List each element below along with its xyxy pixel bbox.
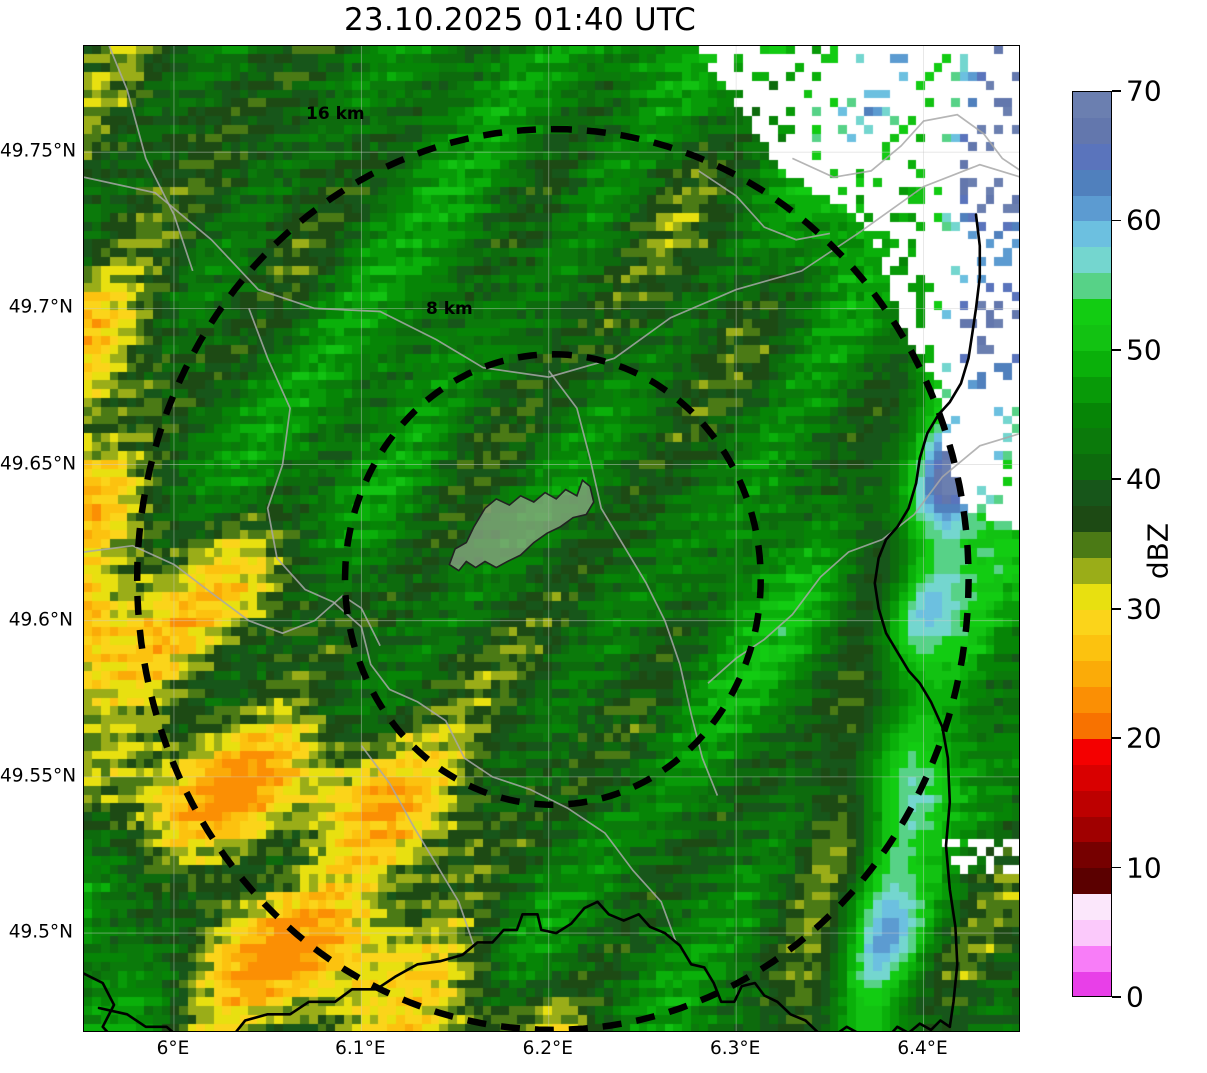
colorbar-tick (1112, 607, 1121, 610)
colorbar-band (1073, 299, 1111, 325)
colorbar-band (1073, 713, 1111, 739)
colorbar-tick-label: 50 (1126, 333, 1162, 367)
range-ring-8km (341, 351, 764, 808)
colorbar-band (1073, 557, 1111, 584)
colorbar-band (1073, 454, 1111, 481)
colorbar-tick-label: 0 (1126, 980, 1144, 1014)
radar-reflectivity-field (84, 46, 1019, 1031)
colorbar-title: dBZ (1141, 522, 1175, 580)
colorbar-band (1073, 635, 1111, 662)
range-ring-label-16km: 16 km (306, 104, 365, 124)
colorbar-band (1073, 661, 1111, 688)
colorbar-band (1073, 687, 1111, 713)
colorbar-band (1073, 945, 1111, 972)
latitude-tick-label: 49.75°N (0, 140, 77, 162)
range-ring-label-8km: 8 km (426, 299, 473, 319)
colorbar-band (1073, 143, 1111, 170)
colorbar-band (1073, 920, 1111, 946)
colorbar-band (1073, 92, 1111, 118)
colorbar-band (1073, 868, 1111, 895)
colorbar-band (1073, 531, 1111, 558)
latitude-tick-label: 49.5°N (8, 921, 73, 943)
colorbar-tick (1112, 737, 1121, 739)
latitude-tick-label: 49.6°N (8, 609, 73, 631)
longitude-tick-label: 6.3°E (709, 1038, 761, 1059)
latitude-tick-label: 49.55°N (0, 765, 77, 787)
colorbar-band (1073, 506, 1111, 532)
colorbar-band (1073, 842, 1111, 869)
range-ring-16km (133, 125, 972, 1031)
colorbar-band (1073, 894, 1111, 920)
colorbar-band (1073, 169, 1111, 196)
colorbar-tick-label: 30 (1126, 592, 1162, 626)
colorbar-band (1073, 117, 1111, 144)
colorbar-tick-label: 70 (1126, 74, 1162, 108)
colorbar-band (1073, 816, 1111, 843)
colorbar-tick (1112, 996, 1121, 998)
longitude-tick-label: 6.4°E (897, 1038, 948, 1059)
colorbar-band (1073, 609, 1111, 636)
colorbar-tick-label: 60 (1126, 203, 1162, 237)
page-title: 23.10.2025 01:40 UTC (344, 2, 696, 38)
colorbar-band (1073, 247, 1111, 274)
colorbar-band (1073, 583, 1111, 610)
colorbar-band (1073, 402, 1111, 429)
colorbar-band (1073, 480, 1111, 506)
colorbar-band (1073, 790, 1111, 817)
colorbar-tick-label: 40 (1126, 462, 1162, 496)
colorbar-band (1073, 273, 1111, 299)
colorbar-band (1073, 324, 1111, 351)
latitude-tick-label: 49.7°N (8, 296, 73, 318)
longitude-tick-label: 6.1°E (335, 1038, 386, 1059)
colorbar-band (1073, 195, 1111, 222)
colorbar-tick (1112, 866, 1121, 869)
colorbar-band (1073, 376, 1111, 403)
colorbar-tick (1112, 90, 1121, 92)
colorbar[interactable]: 0 10 20 30 40 50 60 70 (1072, 75, 1162, 1014)
longitude-tick-label: 6°E (156, 1038, 190, 1059)
colorbar-tick (1112, 478, 1121, 481)
gridlines (84, 46, 1019, 1031)
colorbar-gradient (1072, 91, 1112, 997)
colorbar-band (1073, 221, 1111, 248)
colorbar-band (1073, 738, 1111, 765)
colorbar-tick (1112, 349, 1121, 351)
colorbar-band (1073, 764, 1111, 791)
river-network (84, 46, 1019, 946)
colorbar-band (1073, 428, 1111, 455)
map-overlay-layer (84, 46, 1019, 1031)
colorbar-tick (1112, 219, 1121, 222)
colorbar-band (1073, 350, 1111, 377)
lake-polygon (448, 478, 595, 572)
colorbar-tick-label: 20 (1126, 721, 1162, 755)
colorbar-tick-label: 10 (1126, 851, 1162, 885)
colorbar-band (1073, 971, 1111, 996)
latitude-tick-label: 49.65°N (0, 453, 77, 475)
country-border (84, 213, 982, 1031)
longitude-tick-label: 6.2°E (522, 1038, 573, 1059)
radar-plot[interactable] (83, 45, 1020, 1032)
